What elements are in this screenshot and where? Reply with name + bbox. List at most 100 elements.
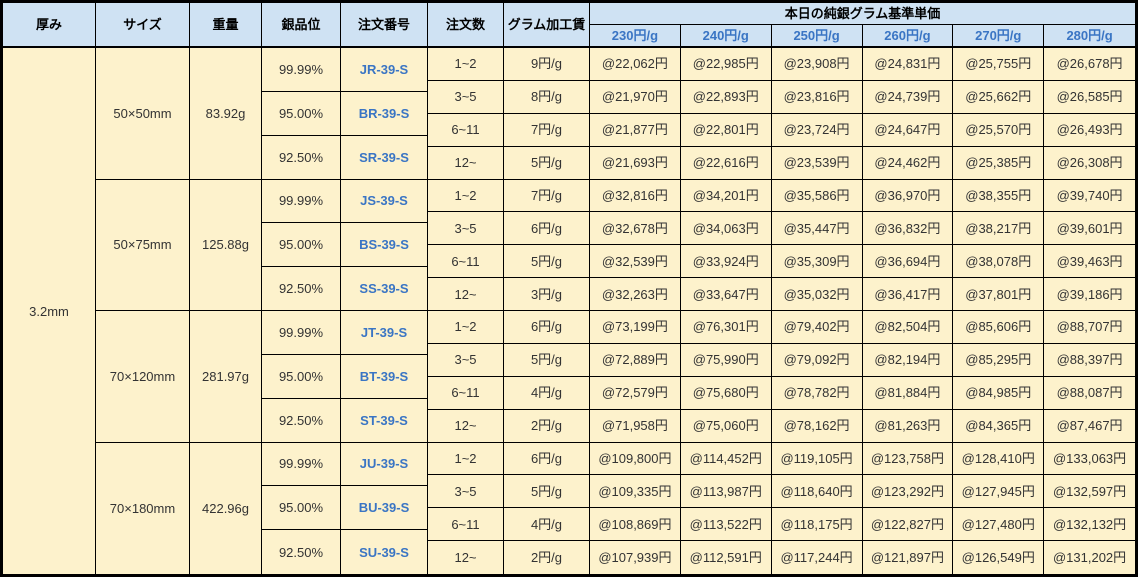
order-quantity-cell: 1~2 [428, 48, 504, 81]
price-cell: @79,092円 [771, 343, 863, 377]
order-number-link[interactable]: SS-39-S [341, 267, 428, 311]
price-cell: @79,402円 [771, 311, 863, 344]
price-cell: @108,869円 [590, 508, 681, 542]
price-cell: @85,295円 [953, 343, 1045, 377]
gram-fee-cell: 5円/g [504, 343, 590, 377]
price-cell: @37,801円 [953, 278, 1045, 311]
price-cell: @22,616円 [680, 146, 772, 180]
weight-cell: 83.92g [190, 48, 262, 180]
price-cell: @39,463円 [1044, 245, 1135, 279]
gram-fee-cell: 5円/g [504, 146, 590, 180]
price-cell: @132,132円 [1044, 508, 1135, 542]
price-cell: @122,827円 [862, 508, 954, 542]
price-cell: @75,990円 [680, 343, 772, 377]
price-cell: @35,586円 [771, 179, 863, 213]
price-cell: @26,493円 [1044, 114, 1135, 147]
order-number-link[interactable]: BU-39-S [341, 486, 428, 531]
gram-fee-cell: 2円/g [504, 409, 590, 443]
price-cell: @127,945円 [953, 475, 1045, 509]
order-quantity-cell: 1~2 [428, 311, 504, 344]
order-number-link[interactable]: SU-39-S [341, 530, 428, 574]
price-cell: @25,570円 [953, 113, 1045, 147]
price-cell: @71,958円 [590, 409, 681, 443]
gram-fee-cell: 7円/g [504, 179, 590, 213]
price-cell: @107,939円 [590, 541, 681, 574]
price-cell: @34,063円 [680, 212, 772, 246]
price-cell: @22,062円 [590, 48, 681, 81]
price-cell: @32,263円 [590, 278, 681, 311]
size-cell: 70×180mm [96, 442, 190, 574]
gram-fee-cell: 6円/g [504, 442, 590, 476]
price-cell: @24,739円 [862, 80, 954, 114]
price-cell: @26,678円 [1044, 48, 1135, 81]
purity-cell: 92.50% [262, 135, 341, 180]
price-cell: @32,539円 [590, 245, 681, 279]
order-number-link[interactable]: BT-39-S [341, 354, 428, 399]
price-cell: @36,832円 [862, 212, 954, 246]
price-cell: @21,877円 [590, 113, 681, 147]
price-cell: @88,707円 [1044, 311, 1135, 344]
price-cell: @109,800円 [590, 442, 681, 476]
price-cell: @82,194円 [862, 343, 954, 377]
gram-fee-cell: 8円/g [504, 80, 590, 114]
purity-cell: 95.00% [262, 354, 341, 399]
gram-fee-cell: 6円/g [504, 212, 590, 246]
header-weight: 重量 [190, 3, 262, 48]
price-cell: @76,301円 [680, 311, 772, 344]
purity-cell: 92.50% [262, 398, 341, 443]
price-cell: @123,292円 [862, 475, 954, 509]
order-number-link[interactable]: SR-39-S [341, 135, 428, 180]
order-number-link[interactable]: JT-39-S [341, 311, 428, 355]
price-cell: @114,452円 [680, 442, 772, 476]
order-number-link[interactable]: JU-39-S [341, 442, 428, 487]
header-purity: 銀品位 [262, 3, 341, 48]
purity-cell: 99.99% [262, 311, 341, 355]
price-cell: @39,601円 [1044, 212, 1135, 246]
price-cell: @73,199円 [590, 311, 681, 344]
order-quantity-cell: 1~2 [428, 442, 504, 476]
price-cell: @123,758円 [862, 442, 954, 476]
price-cell: @118,175円 [771, 508, 863, 542]
price-cell: @35,032円 [771, 278, 863, 311]
price-cell: @75,680円 [680, 376, 772, 410]
header-price-column: 250円/g [771, 25, 863, 48]
purity-cell: 95.00% [262, 486, 341, 531]
order-number-link[interactable]: ST-39-S [341, 398, 428, 443]
price-cell: @23,908円 [771, 48, 863, 81]
price-cell: @87,467円 [1044, 410, 1135, 443]
price-cell: @109,335円 [590, 475, 681, 509]
order-quantity-cell: 3~5 [428, 212, 504, 246]
price-cell: @81,263円 [862, 409, 954, 443]
order-quantity-cell: 12~ [428, 278, 504, 311]
price-cell: @81,884円 [862, 376, 954, 410]
price-cell: @39,740円 [1044, 180, 1135, 213]
order-quantity-cell: 6~11 [428, 245, 504, 279]
order-number-link[interactable]: JS-39-S [341, 179, 428, 224]
order-number-link[interactable]: JR-39-S [341, 48, 428, 92]
order-quantity-cell: 12~ [428, 541, 504, 574]
order-number-link[interactable]: BS-39-S [341, 223, 428, 268]
price-cell: @24,831円 [862, 48, 954, 81]
price-cell: @118,640円 [771, 475, 863, 509]
order-quantity-cell: 6~11 [428, 376, 504, 410]
price-cell: @34,201円 [680, 179, 772, 213]
gram-fee-cell: 6円/g [504, 311, 590, 344]
header-price-column: 270円/g [953, 25, 1045, 48]
price-cell: @32,816円 [590, 179, 681, 213]
header-order-number: 注文番号 [341, 3, 428, 48]
price-cell: @88,397円 [1044, 344, 1135, 377]
price-cell: @88,087円 [1044, 377, 1135, 410]
price-cell: @23,539円 [771, 146, 863, 180]
weight-cell: 281.97g [190, 311, 262, 443]
price-cell: @21,970円 [590, 80, 681, 114]
price-cell: @38,355円 [953, 179, 1045, 213]
price-cell: @72,579円 [590, 376, 681, 410]
header-price-column: 230円/g [590, 25, 681, 48]
purity-cell: 95.00% [262, 91, 341, 136]
order-number-link[interactable]: BR-39-S [341, 91, 428, 136]
header-thickness: 厚み [3, 3, 96, 48]
gram-fee-cell: 3円/g [504, 278, 590, 311]
purity-cell: 99.99% [262, 179, 341, 224]
price-cell: @121,897円 [863, 541, 954, 574]
